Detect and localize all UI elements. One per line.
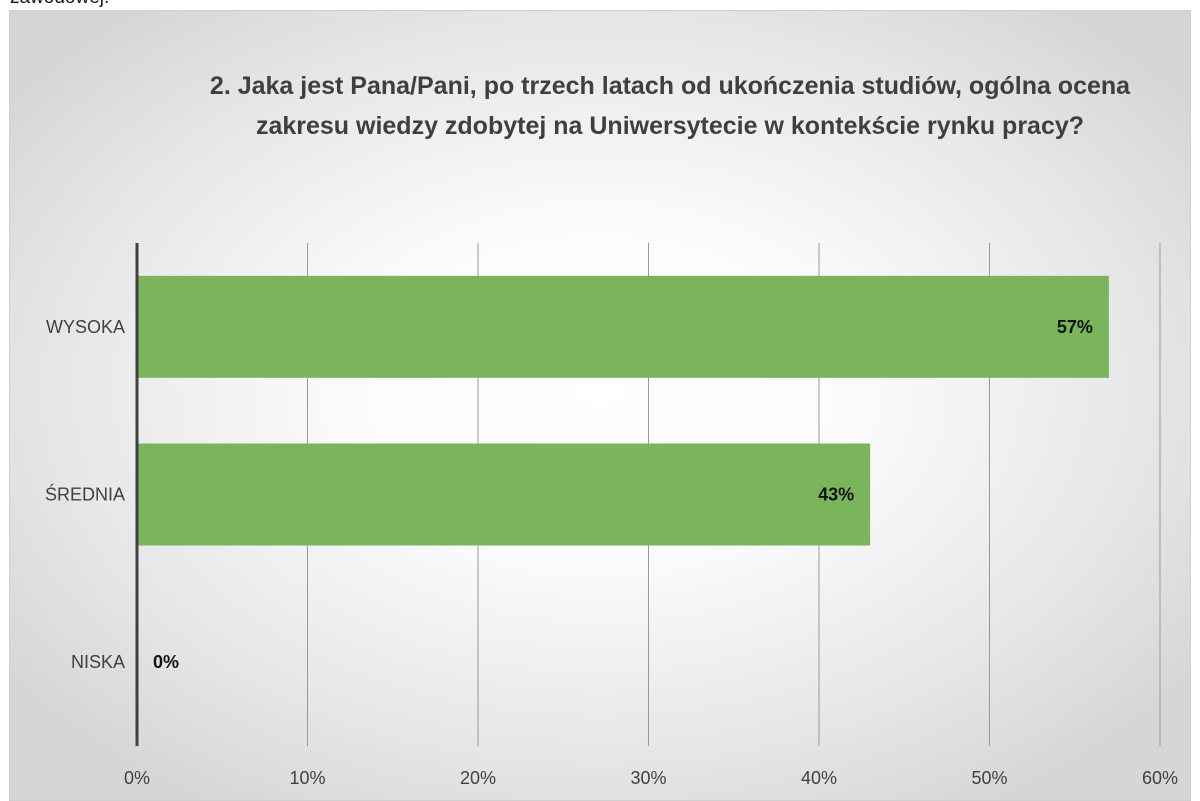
category-label: NISKA [71,652,125,672]
bar [137,275,1109,378]
category-label: WYSOKA [46,317,125,337]
x-tick-label: 50% [971,768,1007,788]
x-tick-label: 60% [1142,768,1178,788]
x-tick-label: 40% [801,768,837,788]
data-label: 0% [153,652,179,672]
bar [137,443,871,546]
x-tick-label: 30% [630,768,666,788]
data-label: 57% [1057,317,1093,337]
plot-area: WYSOKA 57% ŚREDNIA 43% NISKA 0% 0% 10% 20% 30% 40%… [45,243,1178,788]
x-tick-label: 0% [124,768,150,788]
chart-frame: 2. Jaka jest Pana/Pani, po trzech latach… [9,10,1191,801]
x-tick-label: 10% [289,768,325,788]
data-label: 43% [818,485,854,505]
chart-title: 2. Jaka jest Pana/Pani, po trzech latach… [209,72,1131,140]
x-tick-label: 20% [460,768,496,788]
category-label: ŚREDNIA [45,484,125,505]
preceding-text-fragment: zawodowej. [10,0,109,9]
